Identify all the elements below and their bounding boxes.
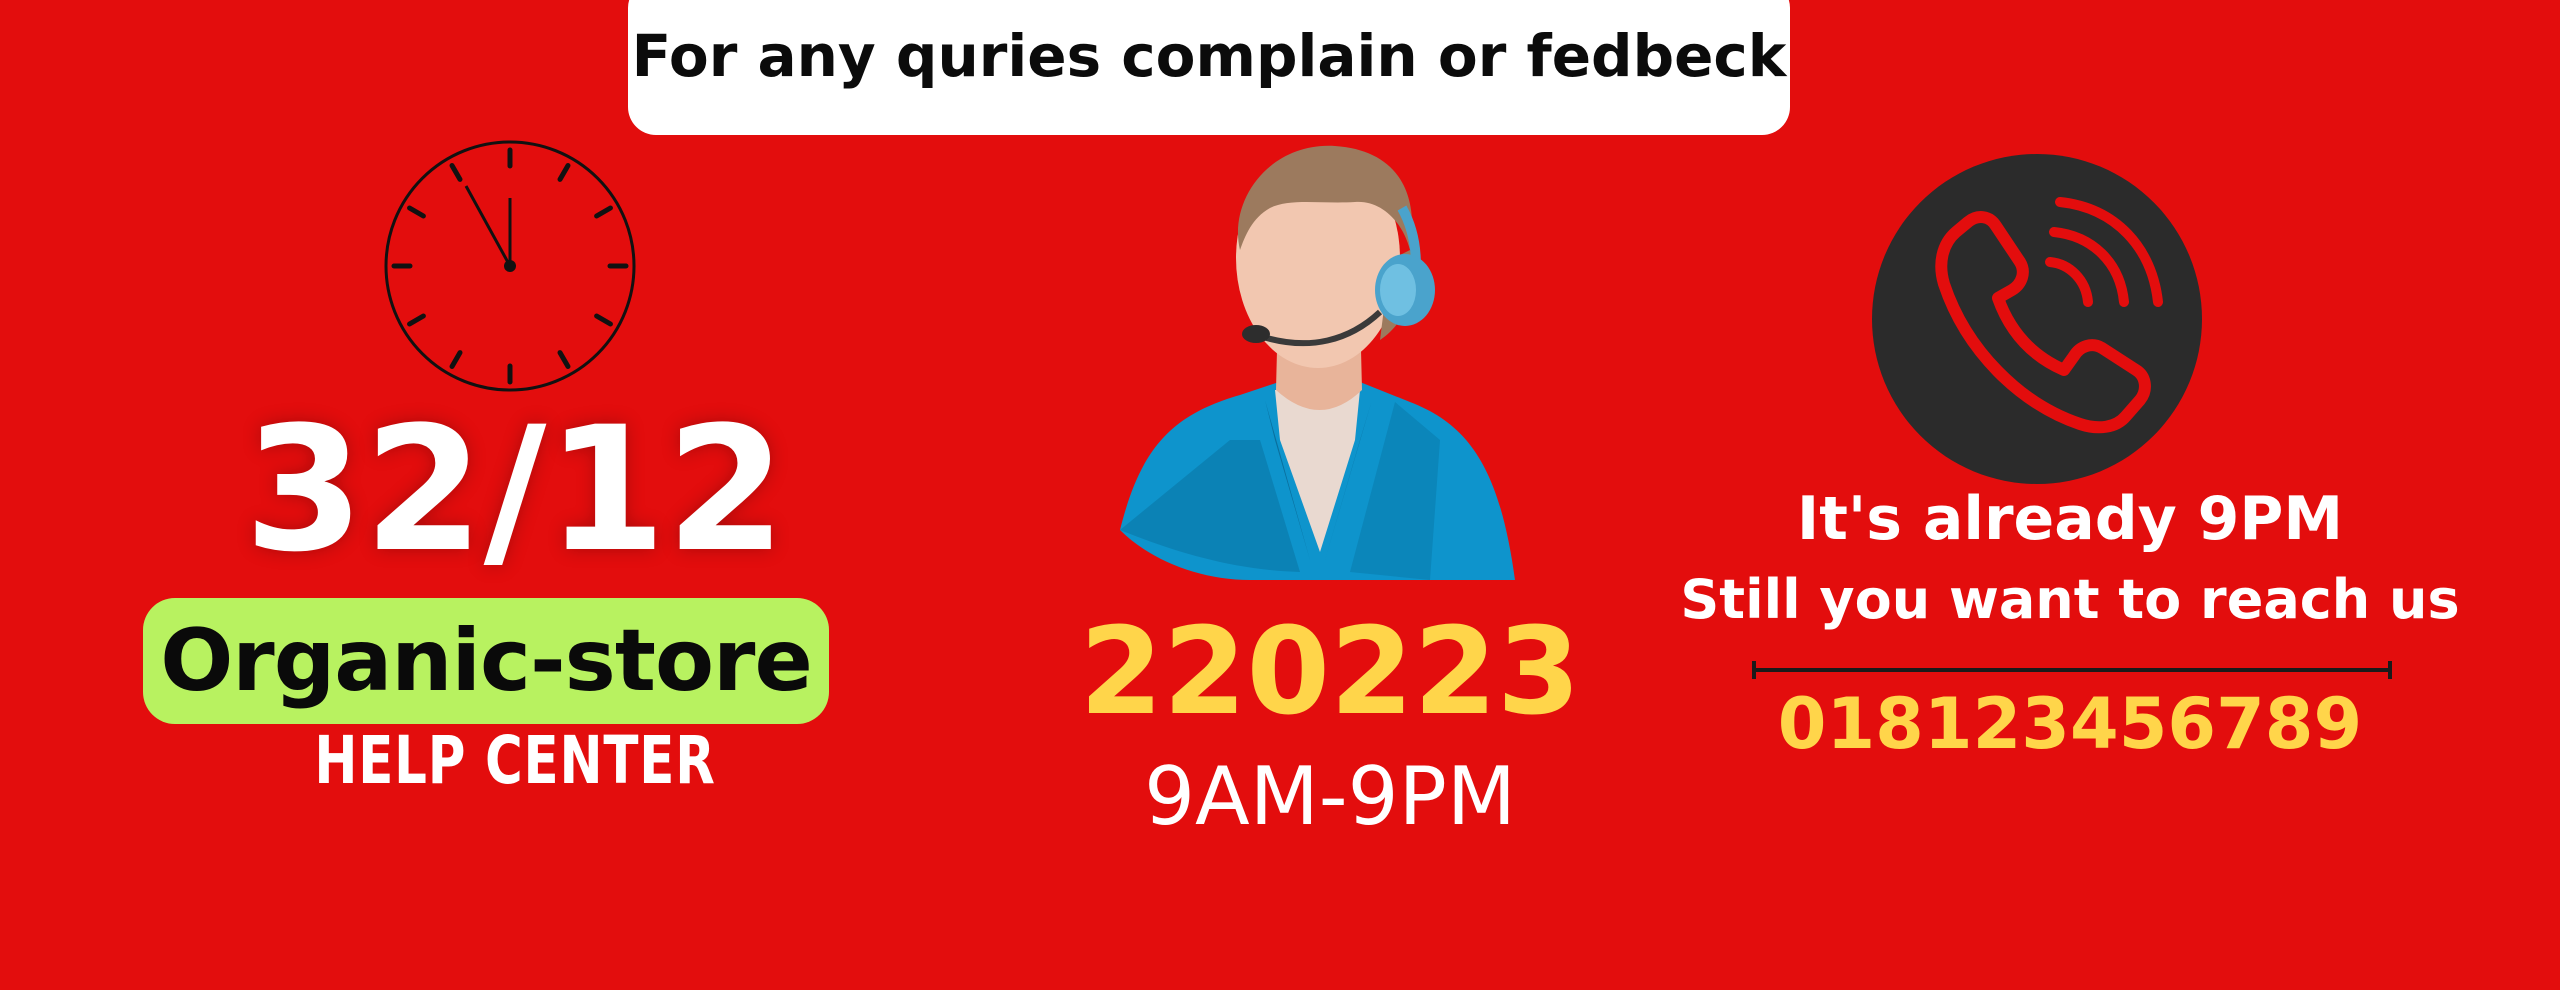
top-banner: For any quries complain or fedbeck xyxy=(628,0,1790,135)
divider xyxy=(1752,661,2392,679)
late-notice: It's already 9PM xyxy=(1796,484,2344,554)
clock-icon xyxy=(384,140,636,392)
reach-prompt: Still you want to reach us xyxy=(1680,568,2460,631)
help-center-label: HELP CENTER xyxy=(314,722,716,799)
banner-text: For any quries complain or fedbeck xyxy=(631,22,1787,90)
clock-tick xyxy=(557,350,571,369)
phone-call-icon[interactable] xyxy=(1870,152,2204,486)
store-name-badge: Organic-store xyxy=(143,598,829,724)
clock-tick xyxy=(594,313,613,327)
clock-tick xyxy=(557,163,571,182)
service-hours: 9AM-9PM xyxy=(1144,750,1516,843)
store-name: Organic-store xyxy=(160,611,813,711)
date-heading: 32/12 xyxy=(244,389,786,590)
support-agent-icon xyxy=(1120,145,1515,580)
clock-tick xyxy=(594,205,613,219)
clock-tick xyxy=(449,350,463,369)
clock-tick xyxy=(407,313,426,327)
clock-tick xyxy=(449,163,463,182)
phone-number[interactable]: 018123456789 xyxy=(1777,683,2363,765)
store-code: 220223 xyxy=(1079,603,1581,742)
clock-tick xyxy=(407,205,426,219)
